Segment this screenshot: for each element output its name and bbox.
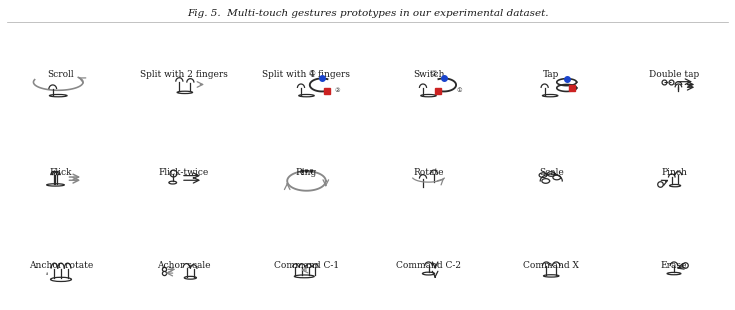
Ellipse shape xyxy=(177,91,193,94)
Text: Command C-2: Command C-2 xyxy=(396,260,461,270)
Text: Split with 4 fingers: Split with 4 fingers xyxy=(262,70,351,79)
Ellipse shape xyxy=(298,95,314,97)
Text: Fig. 5.  Multi-touch gestures prototypes in our experimental dataset.: Fig. 5. Multi-touch gestures prototypes … xyxy=(187,9,548,19)
Text: Scale: Scale xyxy=(539,167,564,177)
Ellipse shape xyxy=(47,184,65,186)
Ellipse shape xyxy=(670,184,681,187)
Text: Double tap: Double tap xyxy=(649,70,699,79)
Ellipse shape xyxy=(423,272,434,275)
Ellipse shape xyxy=(49,95,67,97)
Text: Flick-twice: Flick-twice xyxy=(159,167,209,177)
Text: Erase: Erase xyxy=(661,260,687,270)
Text: Anchor rotate: Anchor rotate xyxy=(29,260,93,270)
Text: ①: ① xyxy=(309,69,315,78)
Text: Tap: Tap xyxy=(543,70,559,79)
Text: Scroll: Scroll xyxy=(48,70,74,79)
Text: Flick: Flick xyxy=(50,167,72,177)
Ellipse shape xyxy=(184,277,196,279)
Text: ②: ② xyxy=(431,69,437,78)
Text: Command C-1: Command C-1 xyxy=(274,260,339,270)
Ellipse shape xyxy=(543,275,559,277)
Ellipse shape xyxy=(169,181,176,184)
Ellipse shape xyxy=(420,95,436,97)
Text: Ring: Ring xyxy=(296,167,317,177)
Text: Pinch: Pinch xyxy=(661,167,687,177)
Ellipse shape xyxy=(51,277,71,281)
Text: Command X: Command X xyxy=(523,260,579,270)
Ellipse shape xyxy=(542,95,558,97)
Text: Switch: Switch xyxy=(413,70,444,79)
Text: ①: ① xyxy=(456,88,462,93)
Text: Rotate: Rotate xyxy=(413,167,444,177)
Ellipse shape xyxy=(667,272,681,275)
Text: Achor scale: Achor scale xyxy=(157,260,210,270)
Text: ②: ② xyxy=(334,88,340,93)
Text: Split with 2 fingers: Split with 2 fingers xyxy=(140,70,228,79)
Ellipse shape xyxy=(294,275,314,278)
